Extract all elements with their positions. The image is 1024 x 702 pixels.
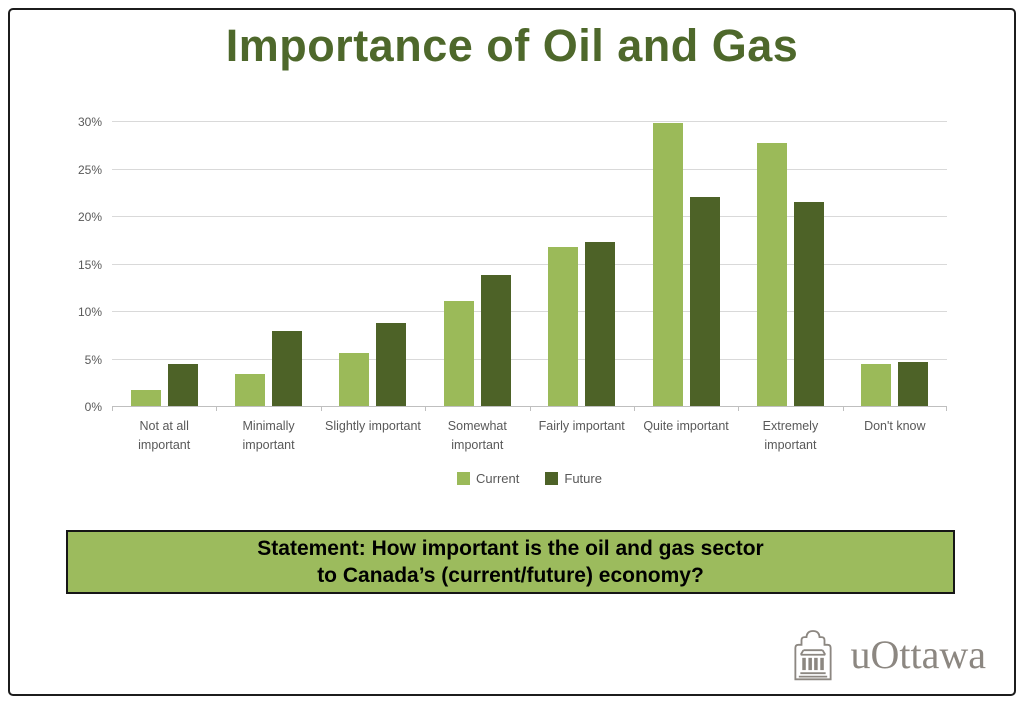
gridline bbox=[112, 263, 947, 265]
category-label: Somewhat important bbox=[447, 419, 507, 453]
category-group bbox=[216, 121, 320, 406]
future-series-swatch bbox=[545, 472, 559, 485]
x-axis-labels: Not at all important Minimally important S… bbox=[112, 417, 947, 461]
uottawa-wordmark: uOttawa bbox=[850, 631, 986, 677]
statement-box: Statement: How important is the oil and … bbox=[66, 530, 955, 594]
y-axis: 0% 5% 10% 15% 20% 25% 30% bbox=[0, 107, 102, 414]
category-group bbox=[425, 121, 529, 406]
gridline bbox=[112, 358, 947, 360]
bar-chart-plot-area bbox=[112, 107, 947, 411]
bar-current bbox=[443, 300, 474, 406]
bar-current bbox=[339, 352, 370, 406]
bar-current bbox=[548, 247, 579, 406]
legend-item-current: Current bbox=[457, 471, 519, 486]
y-tick-label: 10% bbox=[77, 305, 102, 319]
axis-tick bbox=[112, 407, 113, 411]
bar-future bbox=[689, 197, 720, 406]
current-series-swatch bbox=[457, 472, 471, 485]
bar-current bbox=[235, 373, 266, 406]
bar-future bbox=[272, 330, 303, 406]
uottawa-logo: uOttawa bbox=[790, 626, 986, 682]
axis-tick bbox=[529, 407, 531, 411]
legend-item-future: Future bbox=[545, 471, 602, 486]
y-tick-label: 15% bbox=[77, 257, 102, 272]
bar-future bbox=[793, 201, 824, 406]
category-group bbox=[530, 121, 634, 406]
bar-future bbox=[167, 364, 198, 406]
category-label: Extremely important bbox=[762, 419, 819, 453]
statement-line-2: to Canada’s (current/future) economy? bbox=[317, 564, 704, 587]
category-group bbox=[112, 121, 216, 406]
bar-future bbox=[480, 274, 511, 406]
category-label: Don't know bbox=[864, 419, 926, 433]
x-axis-line bbox=[112, 406, 947, 407]
gridline bbox=[112, 311, 947, 312]
gridline bbox=[112, 216, 947, 217]
uottawa-building-icon bbox=[794, 630, 833, 681]
y-tick-label: 20% bbox=[77, 210, 102, 224]
chart-title: Importance of Oil and Gas bbox=[225, 20, 799, 71]
gridline bbox=[112, 121, 947, 122]
category-group bbox=[634, 121, 738, 406]
bar-future bbox=[585, 241, 616, 406]
category-group bbox=[843, 121, 947, 406]
axis-tick bbox=[216, 407, 218, 411]
axis-tick bbox=[633, 407, 635, 411]
category-label: Minimally important bbox=[242, 419, 295, 453]
legend-label-current: Current bbox=[476, 471, 520, 486]
bar-current bbox=[756, 142, 787, 406]
y-tick-label: 25% bbox=[77, 162, 102, 177]
bar-current bbox=[861, 364, 892, 406]
axis-tick bbox=[320, 407, 322, 411]
bar-current bbox=[130, 389, 161, 406]
bar-current bbox=[652, 122, 683, 406]
category-group bbox=[321, 121, 425, 406]
chart-legend: Current Future bbox=[112, 471, 947, 486]
legend-label-future: Future bbox=[564, 471, 602, 486]
statement-line-1: Statement: How important is the oil and … bbox=[257, 537, 764, 560]
axis-tick bbox=[738, 407, 740, 411]
bar-future bbox=[898, 362, 929, 406]
y-tick-label: 0% bbox=[84, 400, 102, 414]
gridline bbox=[112, 168, 947, 170]
category-label: Slightly important bbox=[325, 419, 421, 433]
y-tick-label: 5% bbox=[84, 352, 102, 367]
category-label: Quite important bbox=[643, 419, 729, 433]
bar-future bbox=[376, 323, 407, 406]
axis-tick bbox=[842, 407, 844, 411]
y-tick-label: 30% bbox=[77, 115, 102, 129]
category-label: Not at all important bbox=[138, 419, 191, 453]
axis-tick bbox=[946, 407, 947, 411]
category-label: Fairly important bbox=[538, 419, 625, 433]
category-group bbox=[738, 121, 842, 406]
axis-tick bbox=[425, 407, 427, 411]
